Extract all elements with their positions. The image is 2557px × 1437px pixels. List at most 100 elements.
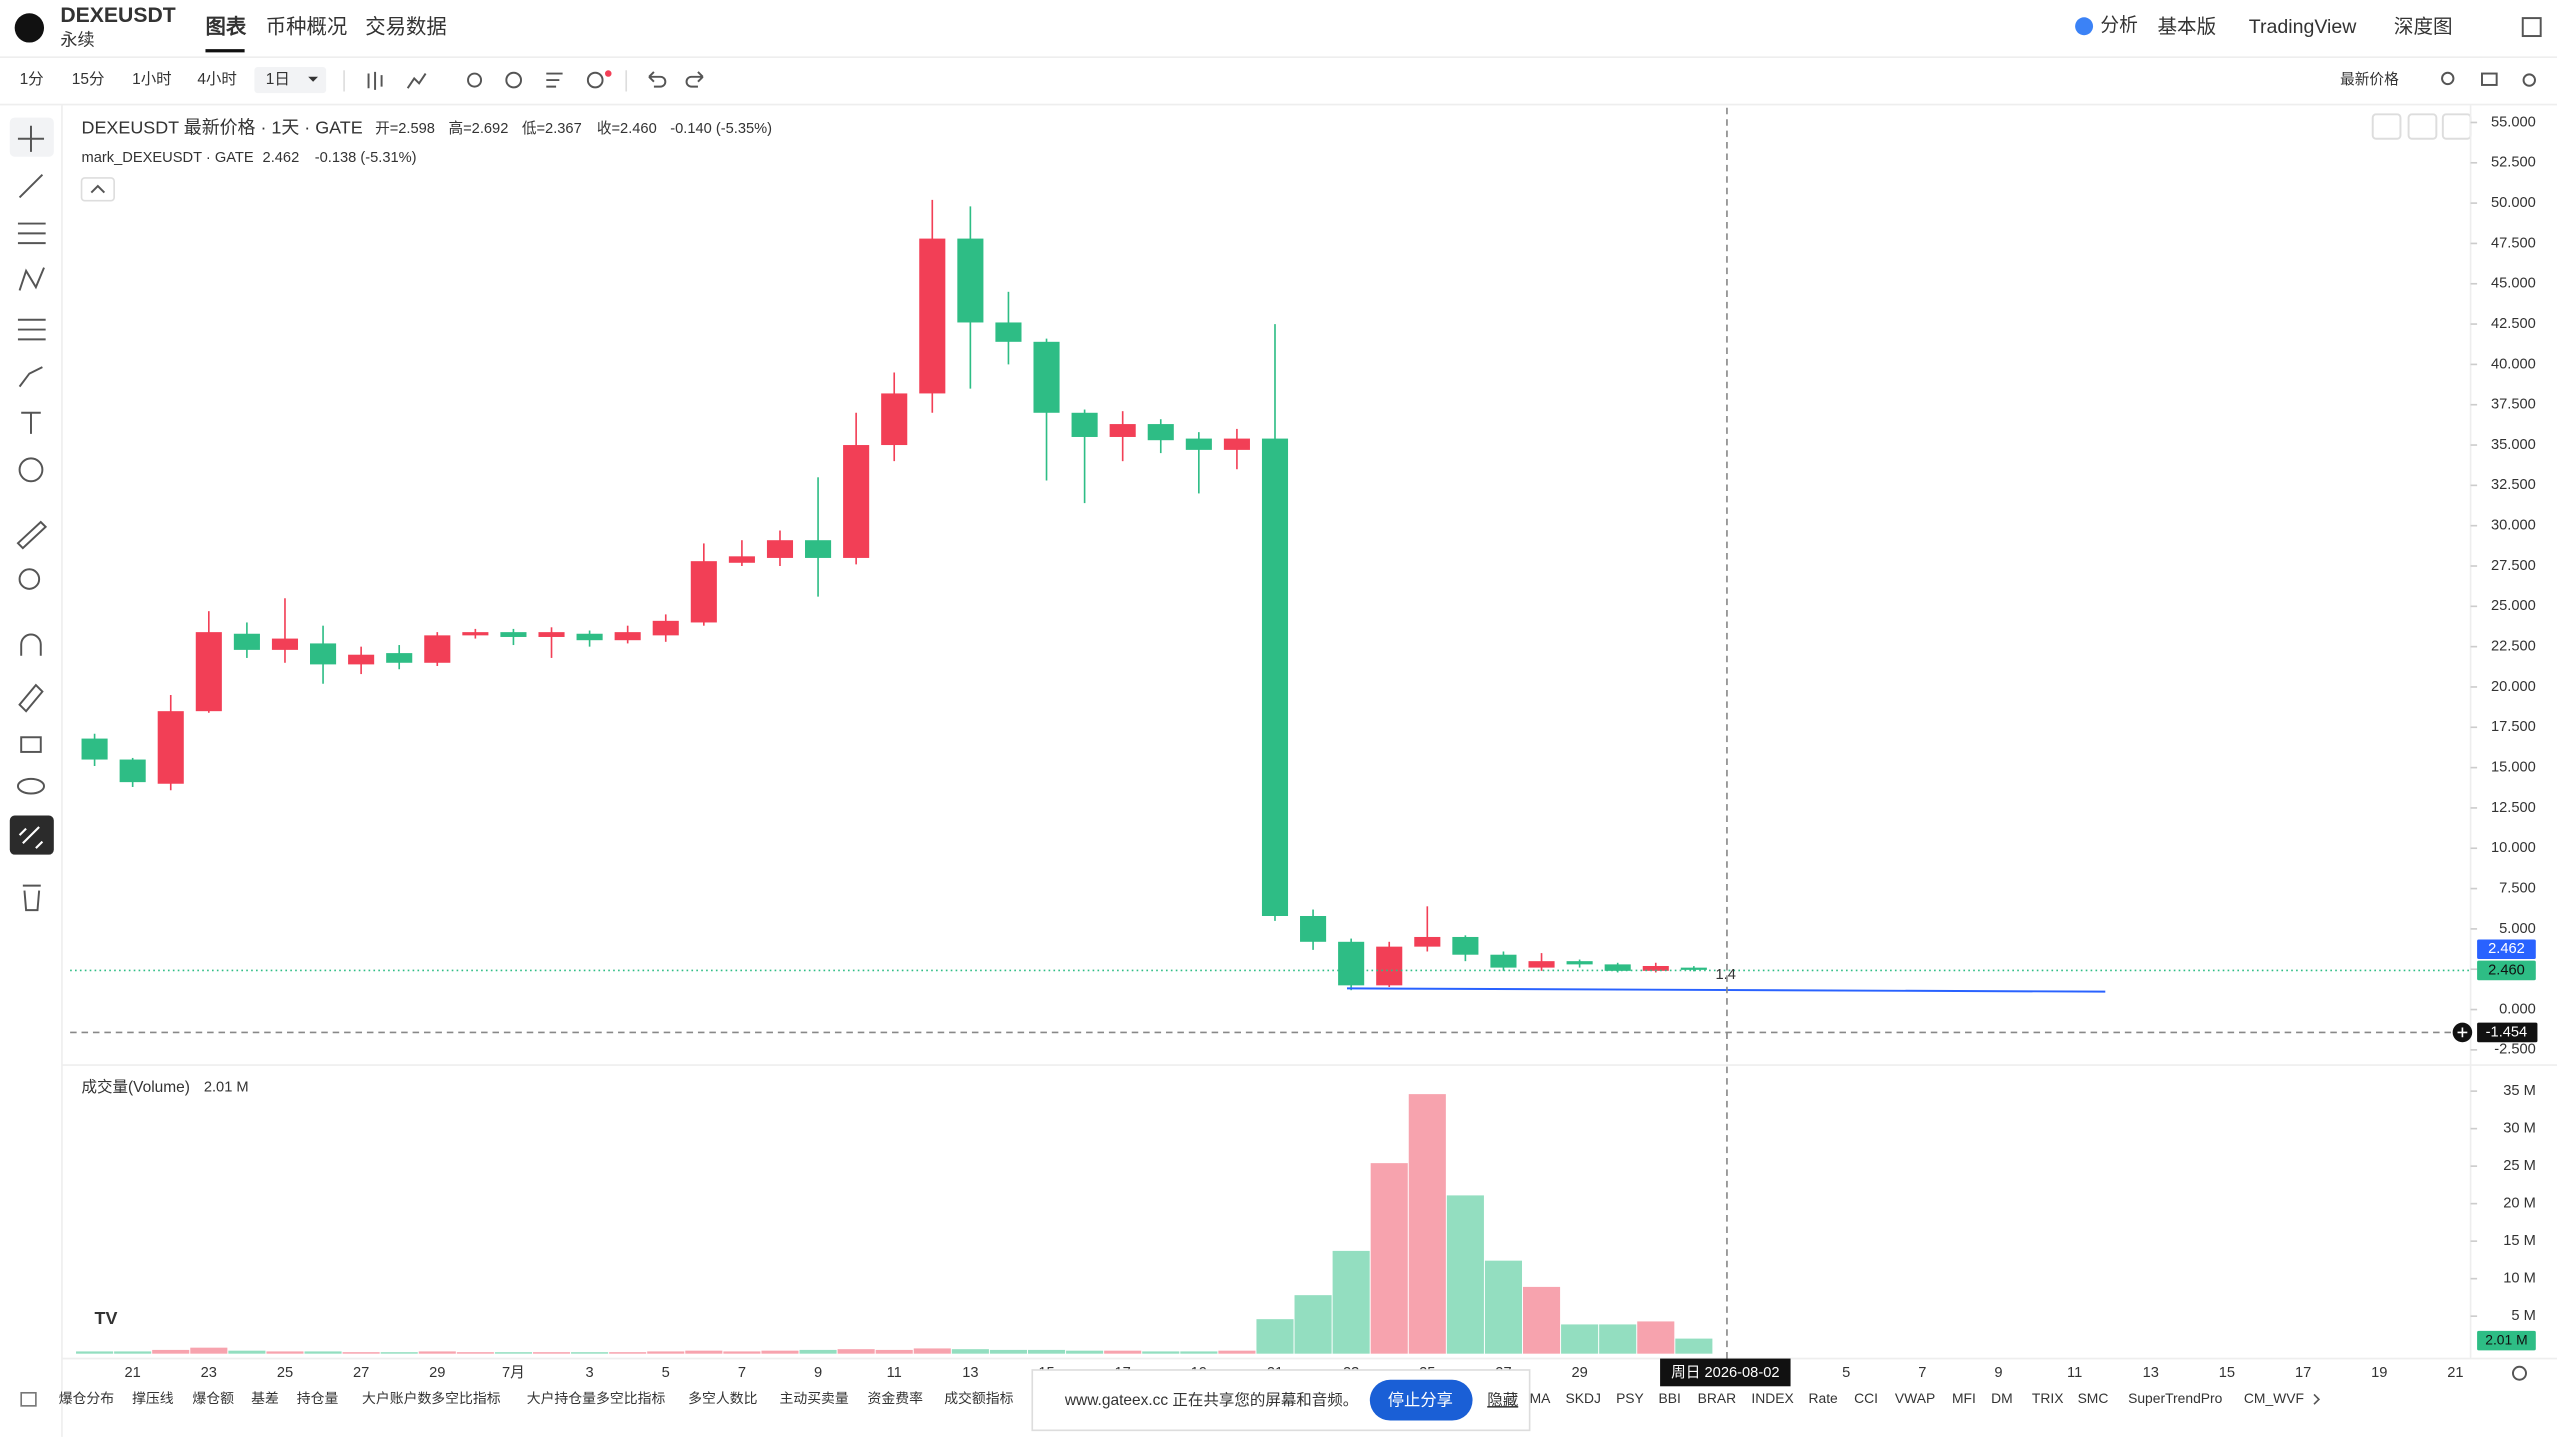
indicator-tab[interactable]: 爆仓额 [192,1390,234,1406]
x-tick-label: 7月 [502,1365,525,1381]
price-type[interactable]: 最新价格 [2340,71,2399,88]
indicator-tab[interactable]: 大户账户数多空比指标 [362,1390,501,1406]
text-tool[interactable] [21,411,41,434]
candle-body [310,643,337,665]
link-icon[interactable] [18,826,44,849]
indicator-tab[interactable]: SuperTrendPro [2128,1390,2223,1406]
search-icon[interactable] [2441,71,2455,86]
indicator-tab[interactable]: TRIX [2032,1390,2064,1406]
replay-icon[interactable] [505,71,522,89]
zoom-tool[interactable] [18,568,41,590]
indicator-tab[interactable]: 撑压线 [132,1390,174,1406]
top-link[interactable]: 分析 [2100,14,2138,35]
fullscreen-icon[interactable] [2521,17,2542,38]
indicator-tab[interactable]: MFI [1952,1390,1976,1406]
candle-body [195,632,222,712]
indicator-tab[interactable]: Rate [1808,1390,1838,1406]
redo-icon[interactable] [685,71,704,88]
pane-button[interactable] [2371,113,2402,140]
indicator-tab[interactable]: 主动买卖量 [779,1390,848,1406]
y-tick-label: 20.000 [2491,679,2536,695]
interval[interactable]: 1分 [20,70,44,88]
indicator-tab[interactable]: 爆仓分布 [59,1390,115,1406]
tab[interactable]: 币种概况 [266,15,348,38]
collapse-button[interactable] [80,177,115,202]
indicator-tab[interactable]: MA [1530,1390,1552,1406]
indicator-tab[interactable]: PSY [1616,1390,1644,1406]
interval[interactable]: 1小时 [132,70,172,88]
fib-tool[interactable] [17,318,46,341]
volume-bar [380,1352,418,1354]
candle-body [1033,341,1060,413]
top-link[interactable]: 深度图 [2394,16,2453,38]
indicator-tab[interactable]: 大户持仓量多空比指标 [527,1390,666,1406]
volume-bar [875,1349,913,1354]
interval[interactable]: 1日 [266,71,290,88]
volume-bar [723,1351,761,1354]
pane-button[interactable] [2407,113,2438,140]
y-tick-label: 10 M [2503,1271,2536,1287]
symbol[interactable]: DEXEUSDT [60,4,175,27]
volume-bar [1637,1321,1675,1354]
hide-link[interactable]: 隐藏 [1487,1391,1518,1409]
indicator-tab[interactable]: DM [1991,1390,2013,1406]
indicator-tab[interactable]: SMC [2078,1390,2109,1406]
top-link[interactable]: 基本版 [2157,16,2216,38]
candle-body [500,632,527,637]
y-tick-label: 12.500 [2491,800,2536,816]
indicator-tab[interactable]: 资金费率 [868,1390,924,1406]
indicator-tab[interactable]: CM_WVF [2244,1390,2304,1406]
delete-tool[interactable] [22,884,41,912]
candle-body [1147,424,1174,441]
ruler-tool[interactable] [16,520,48,550]
candle-body [995,322,1022,342]
x-tick-label: 11 [887,1365,902,1381]
indicator-tab[interactable]: 持仓量 [297,1390,339,1406]
candle-icon[interactable] [367,71,383,90]
indicator-icon[interactable] [406,72,427,89]
settings-icon[interactable] [2511,1365,2527,1381]
volume-bar [1180,1351,1218,1354]
emoji-tool[interactable] [18,457,44,483]
magnet-tool[interactable] [20,633,42,656]
indicator-tab[interactable]: SKDJ [1566,1390,1601,1406]
x-tick-label: 13 [2143,1365,2159,1381]
interval[interactable]: 15分 [72,70,105,88]
pattern-tool[interactable] [18,267,45,291]
lock-draw-tool[interactable] [18,683,44,713]
volume-bar [1332,1250,1370,1354]
volume-value: 2.01 M [204,1080,249,1096]
line-tool[interactable] [18,173,44,199]
add-icon[interactable] [586,71,604,89]
candle-body [1680,967,1707,970]
template-icon[interactable] [546,72,563,88]
indicator-tab[interactable]: 基差 [251,1390,279,1406]
indicator-tab[interactable]: VWAP [1895,1390,1935,1406]
camera-icon[interactable] [2481,72,2498,86]
candle-body [1642,965,1669,971]
tab[interactable]: 交易数据 [365,15,447,38]
indicator-tab[interactable]: INDEX [1751,1390,1793,1406]
undo-icon[interactable] [648,71,667,88]
y-tick-label: 35.000 [2491,437,2536,453]
indicator-tab[interactable]: 成交额指标 [944,1390,1013,1406]
candle-body [690,561,717,623]
settings-icon[interactable] [2522,73,2536,87]
top-link[interactable]: TradingView [2249,16,2357,38]
crosshair-price-box [2477,1022,2538,1043]
brush-tool[interactable] [18,366,43,388]
stop-share-button[interactable] [1369,1379,1473,1421]
crosshair-tool[interactable] [17,125,45,152]
indicator-tab[interactable]: 多空人数比 [688,1390,757,1406]
indicator-tab[interactable]: BRAR [1698,1390,1737,1406]
visibility-tool[interactable] [16,777,46,795]
ai-icon [2075,17,2094,36]
channel-tool[interactable] [17,222,46,245]
tab[interactable]: 图表 [205,14,246,38]
lock-tool[interactable] [20,736,42,753]
interval[interactable]: 4小时 [197,70,237,88]
alert-icon[interactable] [467,72,483,88]
indicator-tab[interactable]: BBI [1658,1390,1680,1406]
y-tick-label: 55.000 [2491,114,2536,130]
indicator-tab[interactable]: CCI [1854,1390,1878,1406]
